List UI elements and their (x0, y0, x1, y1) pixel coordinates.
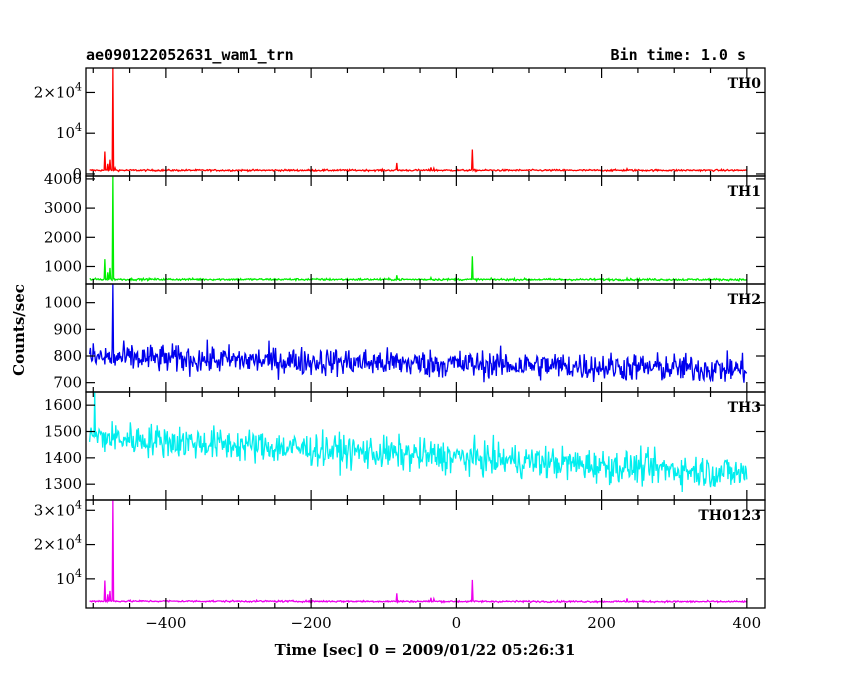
panel-label-th3: TH3 (728, 400, 761, 416)
x-tick-label: 200 (587, 614, 616, 632)
y-tick-label: 900 (53, 320, 82, 338)
y-tick-label: 2×104 (34, 533, 82, 554)
panel-label-th0123: TH0123 (698, 508, 761, 524)
panel-th0123: 104 2×104 3×104 TH0123 (34, 498, 766, 609)
series-line-th0123 (89, 499, 748, 604)
series-line-th3 (88, 391, 748, 493)
y-tick-label: 1400 (44, 449, 82, 467)
panel-label-th2: TH2 (728, 292, 761, 308)
y-tick-label: 0 (72, 165, 82, 183)
y-tick-label: 3000 (44, 199, 82, 217)
y-tick-label: 800 (53, 347, 82, 365)
y-tick-label-exponent: 4 (75, 498, 82, 511)
x-tick-label: −200 (291, 614, 332, 632)
y-tick-label: 1600 (44, 396, 82, 414)
y-tick-label: 2000 (44, 228, 82, 246)
series-line-th0 (89, 67, 748, 173)
y-tick-label-exponent: 4 (75, 80, 82, 93)
x-tick-label: −400 (145, 614, 186, 632)
panel-frame-th0123 (85, 499, 766, 609)
x-axis-label: Time [sec] 0 = 2009/01/22 05:26:31 (275, 641, 576, 659)
y-axis-label: Counts/sec (10, 284, 28, 376)
panel-label-th0: TH0 (728, 76, 762, 92)
y-tick-label: 1000 (44, 257, 82, 275)
series-line-th1 (89, 175, 748, 283)
panel-label-th1: TH1 (728, 184, 761, 200)
y-tick-label: 1300 (44, 475, 82, 493)
panel-frame-th0 (85, 67, 766, 177)
x-tick-label: 400 (733, 614, 762, 632)
chart-title: ae090122052631_wam1_trn (86, 46, 294, 64)
y-tick-label: 700 (53, 374, 82, 392)
y-tick-label: 2×104 (34, 80, 82, 101)
bin-time-label: Bin time: 1.0 s (611, 46, 746, 64)
y-tick-label-exponent: 4 (75, 121, 82, 134)
y-tick-label: 104 (56, 121, 82, 142)
y-tick-label: 3×104 (34, 498, 82, 519)
y-tick-label: 104 (56, 567, 82, 588)
x-tick-label: 0 (452, 614, 462, 632)
panel-th1: 1000 2000 3000 4000 TH1 (44, 170, 766, 285)
panel-th0: 0 104 2×104 TH0 (34, 67, 766, 183)
y-tick-label: 1500 (44, 423, 82, 441)
y-tick-label: 4000 (44, 170, 82, 188)
y-tick-label-exponent: 4 (75, 567, 82, 580)
panel-th2: 700 800 900 1000 TH2 (44, 283, 766, 393)
panel-th3: 1300 1400 1500 1600 TH3 (44, 391, 766, 501)
series-line-th2 (88, 283, 748, 383)
y-tick-label-exponent: 4 (75, 533, 82, 546)
panel-frame-th1 (85, 175, 766, 285)
y-tick-label: 1000 (44, 294, 82, 312)
